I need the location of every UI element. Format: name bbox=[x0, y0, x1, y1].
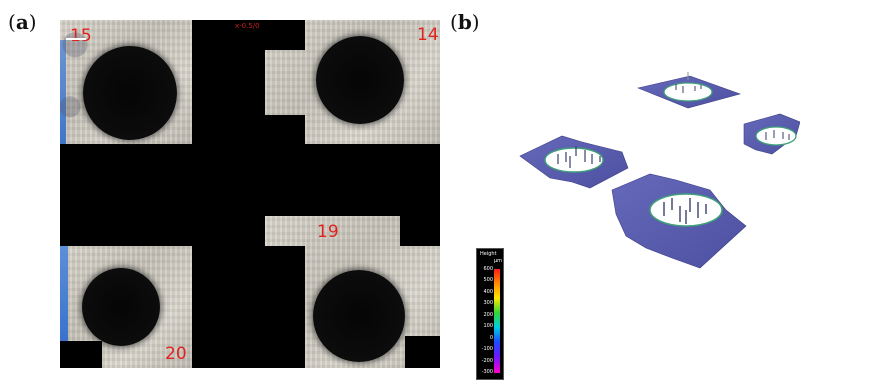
specimen-number: 15 bbox=[70, 26, 92, 46]
specimen-tile-19 bbox=[265, 216, 440, 368]
left-edge-stain bbox=[60, 246, 68, 341]
drilled-hole bbox=[82, 268, 160, 346]
label-a-open: ( bbox=[8, 10, 16, 34]
surface-plate-right bbox=[743, 113, 800, 155]
panel-b-label: (b) bbox=[450, 12, 480, 32]
colorbar-title: Height bbox=[480, 251, 497, 257]
specimen-number-19: 19 bbox=[317, 222, 339, 242]
colorbar-tick: -200 bbox=[481, 357, 493, 364]
colorbar-tick: 100 bbox=[483, 323, 493, 330]
drilled-hole bbox=[316, 36, 404, 124]
colorbar-tick: -300 bbox=[481, 368, 493, 375]
label-a-close: ) bbox=[28, 10, 37, 34]
surface-plate-front bbox=[611, 173, 747, 269]
colorbar-tick: 300 bbox=[483, 300, 493, 307]
specimen-number: 14 bbox=[417, 25, 439, 45]
scale-bar-label: x-0.5/0 bbox=[235, 22, 260, 30]
colorbar-tick-list: 600 500 400 300 200 100 0 -100 -200 -300 bbox=[479, 267, 493, 375]
label-b-open: ( bbox=[450, 10, 458, 34]
panel-a-label: (a) bbox=[8, 12, 37, 32]
colorbar-tick: -100 bbox=[481, 346, 493, 353]
specimen-number: 20 bbox=[165, 344, 187, 364]
colorbar-tick: 400 bbox=[483, 288, 493, 295]
colorbar-tick: 200 bbox=[483, 311, 493, 318]
colorbar-gradient bbox=[494, 269, 500, 373]
colorbar-unit: μm bbox=[494, 258, 503, 264]
surface-plate-left bbox=[519, 135, 629, 189]
left-edge-stain bbox=[60, 40, 66, 144]
label-b-close: ) bbox=[471, 10, 480, 34]
specimen-tile-14: 14 bbox=[265, 20, 440, 144]
colorbar-tick: 500 bbox=[483, 277, 493, 284]
height-colorbar-legend: Height μm 600 500 400 300 200 100 0 -100… bbox=[476, 248, 504, 380]
panel-b-3d-surface-render bbox=[519, 72, 800, 269]
surface-plate-back bbox=[636, 72, 742, 109]
panel-a-photo-mosaic: 15 x-0.5/0 14 20 19 bbox=[60, 20, 440, 368]
specimen-tile-15: 15 bbox=[60, 20, 192, 144]
drilled-hole bbox=[83, 46, 177, 140]
label-b-letter: b bbox=[457, 10, 472, 34]
specimen-tile-20: 20 bbox=[60, 246, 192, 368]
label-a-letter: a bbox=[15, 10, 29, 34]
colorbar-tick: 600 bbox=[483, 266, 493, 272]
drilled-hole bbox=[313, 270, 405, 362]
colorbar-tick: 0 bbox=[489, 334, 493, 341]
scale-bar bbox=[66, 38, 86, 40]
